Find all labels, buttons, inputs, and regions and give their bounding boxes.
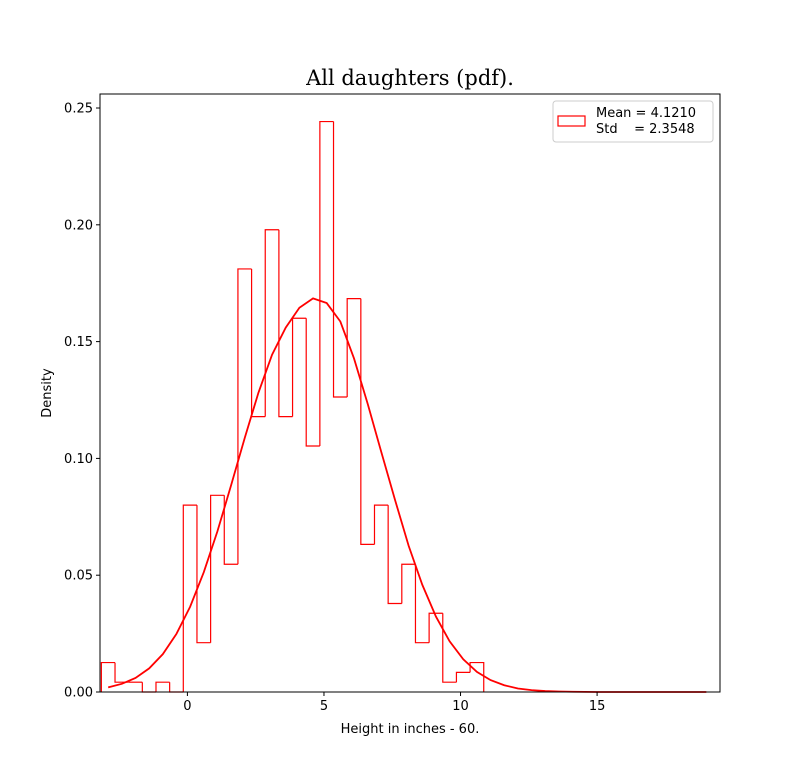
histogram-bin xyxy=(141,682,156,693)
histogram-bin xyxy=(305,318,320,447)
histogram-bin xyxy=(223,495,238,565)
histogram-bin xyxy=(100,661,116,692)
histogram-bin xyxy=(401,563,416,604)
histogram-bin xyxy=(182,504,197,692)
x-tick-label: 0 xyxy=(183,699,191,714)
histogram-bin xyxy=(196,505,211,644)
y-tick-label: 0.00 xyxy=(64,686,93,701)
histogram-bin xyxy=(237,268,252,565)
histogram-bin xyxy=(155,681,170,692)
plot-area xyxy=(100,120,707,693)
histogram-bin xyxy=(278,229,293,418)
histogram-bin xyxy=(169,682,184,693)
y-tick-label: 0.15 xyxy=(64,335,93,350)
x-tick-label: 15 xyxy=(589,699,606,714)
x-tick-label: 10 xyxy=(452,699,469,714)
legend-swatch xyxy=(557,115,586,127)
histogram-bin xyxy=(387,505,402,605)
histogram-bin xyxy=(346,298,361,397)
histogram-bin xyxy=(114,662,129,683)
histogram-bin xyxy=(442,613,457,683)
legend: Mean = 4.1210 Std = 2.3548 xyxy=(552,100,714,143)
y-tick-label: 0.25 xyxy=(64,102,93,117)
histogram-bin xyxy=(291,317,307,417)
x-axis: 0 5 10 15 xyxy=(183,692,605,714)
y-axis: 0.00 0.05 0.10 0.15 0.20 0.25 xyxy=(64,102,100,701)
legend-mean-label: Mean = 4.1210 xyxy=(596,106,696,121)
y-tick-label: 0.20 xyxy=(64,218,93,233)
histogram-bin xyxy=(319,120,334,447)
histogram-bin xyxy=(210,494,225,643)
x-axis-label: Height in inches - 60. xyxy=(341,722,480,737)
histogram-bin xyxy=(414,564,430,644)
histogram-bin xyxy=(332,121,348,398)
histogram-bin xyxy=(264,229,279,417)
histogram-bin xyxy=(428,612,443,643)
y-axis-label: Density xyxy=(40,368,55,418)
histogram-bin xyxy=(469,661,485,692)
pdf-curve xyxy=(107,297,707,693)
chart-title: All daughters (pdf). xyxy=(305,66,514,90)
legend-box xyxy=(552,100,714,143)
y-tick-label: 0.10 xyxy=(64,452,93,467)
histogram-bin xyxy=(455,671,471,683)
histogram-bin xyxy=(373,504,389,545)
plot-frame xyxy=(99,93,721,693)
x-tick-label: 5 xyxy=(320,699,328,714)
legend-std-label: Std = 2.3548 xyxy=(596,122,695,137)
y-tick-label: 0.05 xyxy=(64,569,93,584)
